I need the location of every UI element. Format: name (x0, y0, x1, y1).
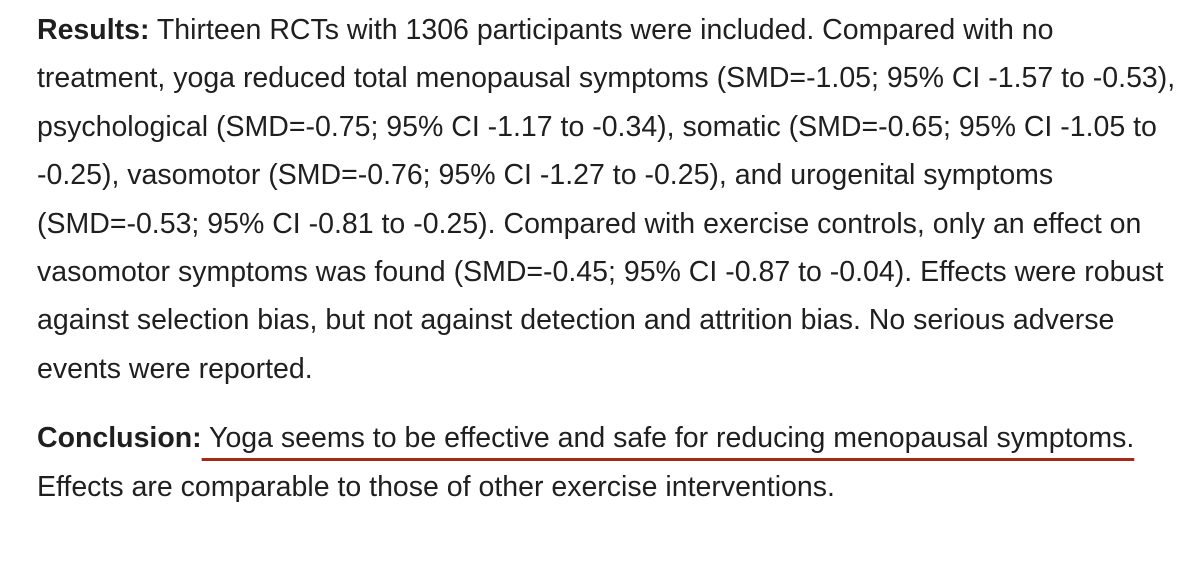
conclusion-label: Conclusion: (37, 422, 202, 455)
conclusion-text: Effects are comparable to those of other… (37, 470, 835, 503)
results-text: Thirteen RCTs with 1306 participants wer… (37, 14, 1176, 385)
abstract-excerpt: Results: Thirteen RCTs with 1306 partici… (37, 6, 1187, 511)
results-paragraph: Results: Thirteen RCTs with 1306 partici… (37, 6, 1187, 393)
results-label: Results: (37, 14, 150, 46)
conclusion-highlighted-text: Yoga seems to be effective and safe for … (201, 422, 1135, 455)
conclusion-paragraph: Conclusion: Yoga seems to be effective a… (37, 414, 1187, 511)
